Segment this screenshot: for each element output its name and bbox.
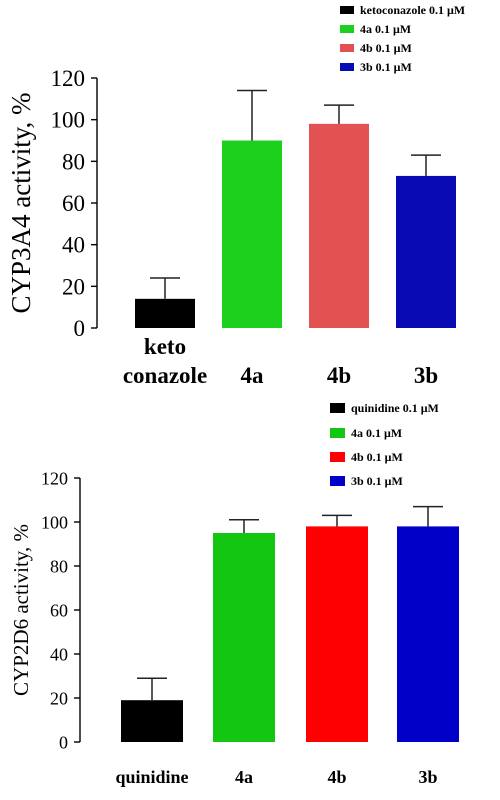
bar-2 [213, 533, 275, 742]
category-label: 4a [241, 363, 265, 388]
chart-2: 0 20 40 60 80 100 120 CYP2D6 activity, % quinidi… [9, 401, 459, 787]
bar-4 [397, 526, 459, 742]
legend-label: 3b 0.1 μM [360, 60, 412, 74]
legend-swatch [330, 476, 345, 486]
y-tick-label: 100 [41, 512, 68, 532]
y-tick-label: 120 [41, 468, 68, 488]
category-label: 3b [418, 767, 437, 787]
bar-1 [121, 700, 183, 742]
category-label: 4b [327, 363, 351, 388]
y-tick-label: 40 [50, 644, 68, 664]
legend: quinidine 0.1 μM 4a 0.1 μM 4b 0.1 μM 3b 0.1… [330, 401, 439, 488]
y-tick-label: 60 [50, 600, 68, 620]
legend-swatch [340, 44, 354, 52]
legend-swatch [330, 403, 345, 413]
y-tick-label: 40 [62, 233, 85, 258]
category-label: 4b [327, 767, 346, 787]
y-tick-label: 20 [62, 274, 85, 299]
y-axis-label: CYP2D6 activity, % [9, 524, 33, 696]
legend-swatch [340, 25, 354, 33]
bar-2 [222, 140, 282, 328]
chart-1: 0 20 40 60 80 100 120 CYP3A4 activity, % keto con… [6, 3, 465, 388]
legend-label: 3b 0.1 μM [351, 474, 403, 488]
legend-swatch [330, 428, 345, 438]
legend-swatch [330, 452, 345, 462]
legend-label: 4a 0.1 μM [351, 426, 402, 440]
y-tick-label: 100 [51, 108, 86, 133]
y-tick-label: 20 [50, 688, 68, 708]
legend-swatch [340, 6, 354, 14]
legend-label: 4a 0.1 μM [360, 22, 411, 36]
legend-label: 4b 0.1 μM [351, 450, 403, 464]
y-axis-label: CYP3A4 activity, % [6, 93, 36, 314]
category-label: 4a [235, 767, 253, 787]
legend-label: quinidine 0.1 μM [351, 401, 439, 415]
y-tick-label: 0 [74, 316, 86, 341]
category-label: quinidine [115, 767, 188, 787]
y-tick-label: 60 [62, 191, 85, 216]
legend-label: 4b 0.1 μM [360, 41, 412, 55]
y-tick-label: 120 [51, 66, 86, 91]
bar-3 [309, 123, 369, 328]
legend: ketoconazole 0.1 μM 4a 0.1 μM 4b 0.1 μM 3b … [340, 3, 465, 74]
category-label: 3b [414, 363, 438, 388]
legend-swatch [340, 63, 354, 71]
bar-1 [135, 298, 195, 328]
y-tick-label: 80 [62, 149, 85, 174]
bar-3 [306, 526, 368, 742]
bar-4 [396, 175, 456, 328]
legend-label: ketoconazole 0.1 μM [360, 3, 465, 17]
y-tick-label: 80 [50, 556, 68, 576]
y-tick-label: 0 [59, 732, 68, 752]
category-label: keto conazole [123, 334, 207, 388]
